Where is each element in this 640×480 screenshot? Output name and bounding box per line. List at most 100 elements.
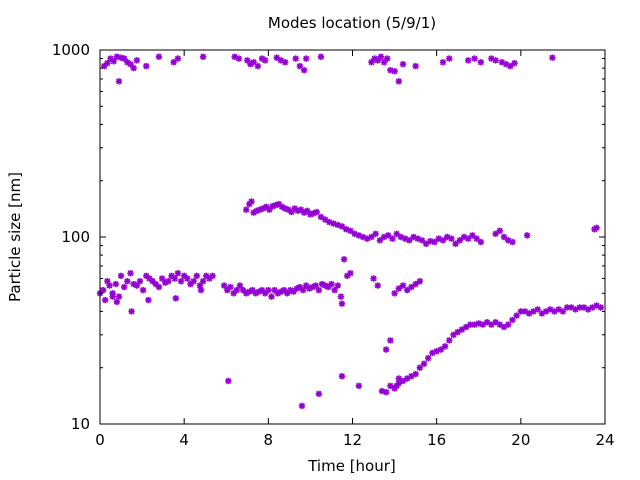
- data-point: [248, 198, 255, 205]
- data-point: [109, 293, 116, 300]
- data-point: [374, 282, 381, 289]
- data-point: [299, 286, 307, 294]
- data-point: [209, 272, 216, 280]
- data-point: [249, 286, 256, 294]
- data-point: [393, 382, 400, 390]
- data-point: [593, 224, 600, 231]
- data-point: [197, 286, 205, 294]
- data-point: [334, 282, 341, 289]
- x-tick-label: 20: [511, 431, 530, 449]
- data-point: [465, 57, 472, 64]
- data-point: [292, 55, 299, 62]
- data-point: [171, 275, 178, 282]
- data-point: [297, 206, 305, 213]
- data-point: [268, 293, 275, 300]
- data-point: [303, 55, 310, 62]
- data-point: [298, 402, 306, 410]
- data-point: [450, 331, 457, 338]
- data-point: [549, 54, 556, 61]
- data-point: [155, 53, 163, 60]
- data-point: [496, 227, 503, 234]
- data-point: [412, 62, 419, 70]
- data-point: [422, 240, 430, 247]
- data-point: [355, 382, 363, 390]
- data-point: [265, 286, 272, 294]
- data-point: [174, 270, 182, 277]
- x-tick-label: 12: [343, 431, 362, 449]
- data-point: [387, 337, 394, 344]
- data-point: [441, 343, 449, 350]
- data-point: [112, 280, 119, 288]
- data-point: [340, 256, 348, 263]
- data-point: [193, 272, 200, 280]
- data-point: [446, 55, 453, 62]
- data-point: [439, 59, 447, 66]
- x-axis: 0 4 8 12 16 20 24: [95, 50, 615, 449]
- data-point: [431, 238, 438, 246]
- data-point: [106, 282, 113, 289]
- data-point: [115, 78, 123, 85]
- data-point: [338, 223, 346, 230]
- data-point: [102, 296, 109, 304]
- data-point: [399, 282, 407, 289]
- data-point: [143, 62, 150, 70]
- data-point: [399, 60, 407, 68]
- data-point: [395, 78, 402, 85]
- data-point: [233, 286, 240, 294]
- data-point: [395, 375, 402, 382]
- data-point: [469, 232, 476, 239]
- data-point: [315, 390, 323, 398]
- data-point: [471, 55, 478, 62]
- data-point: [190, 278, 197, 285]
- data-point: [511, 59, 518, 67]
- data-point: [559, 308, 567, 315]
- data-point: [110, 58, 117, 65]
- data-point: [136, 278, 144, 285]
- data-point: [325, 283, 332, 291]
- data-point: [395, 285, 402, 292]
- chart-title: Modes location (5/9/1): [268, 14, 436, 32]
- y-tick-label: 10: [71, 415, 90, 433]
- data-point: [384, 55, 391, 62]
- data-point: [446, 337, 453, 344]
- data-point: [258, 286, 266, 294]
- data-point: [412, 370, 419, 378]
- data-point: [184, 275, 191, 282]
- data-point: [130, 64, 137, 72]
- y-axis-label: Particle size [nm]: [6, 172, 24, 302]
- x-tick-label: 8: [264, 431, 274, 449]
- data-point: [133, 57, 141, 64]
- x-tick-label: 4: [179, 431, 189, 449]
- y-tick-label: 100: [61, 228, 90, 246]
- data-point: [127, 270, 134, 277]
- data-point: [99, 286, 107, 294]
- data-point: [236, 282, 244, 289]
- data-point: [145, 296, 152, 304]
- data-point: [250, 59, 257, 66]
- data-point: [509, 316, 516, 324]
- data-point: [220, 282, 228, 289]
- data-point: [418, 237, 426, 244]
- data-point: [404, 286, 411, 294]
- data-point: [509, 238, 516, 246]
- data-point: [377, 53, 385, 60]
- data-point: [492, 57, 499, 64]
- data-point: [225, 377, 232, 385]
- data-point: [243, 206, 250, 213]
- x-tick-label: 16: [427, 431, 446, 449]
- data-point: [113, 298, 121, 306]
- data-point: [326, 218, 333, 226]
- data-point: [235, 55, 243, 62]
- data-point: [347, 270, 354, 277]
- data-point: [296, 62, 304, 70]
- data-point: [104, 59, 111, 67]
- data-point: [416, 364, 424, 371]
- data-point: [408, 283, 415, 291]
- data-point: [120, 283, 128, 291]
- data-point: [254, 62, 262, 70]
- data-point: [458, 326, 466, 333]
- data-point: [177, 278, 185, 285]
- data-point: [477, 59, 485, 66]
- data-point: [128, 308, 135, 315]
